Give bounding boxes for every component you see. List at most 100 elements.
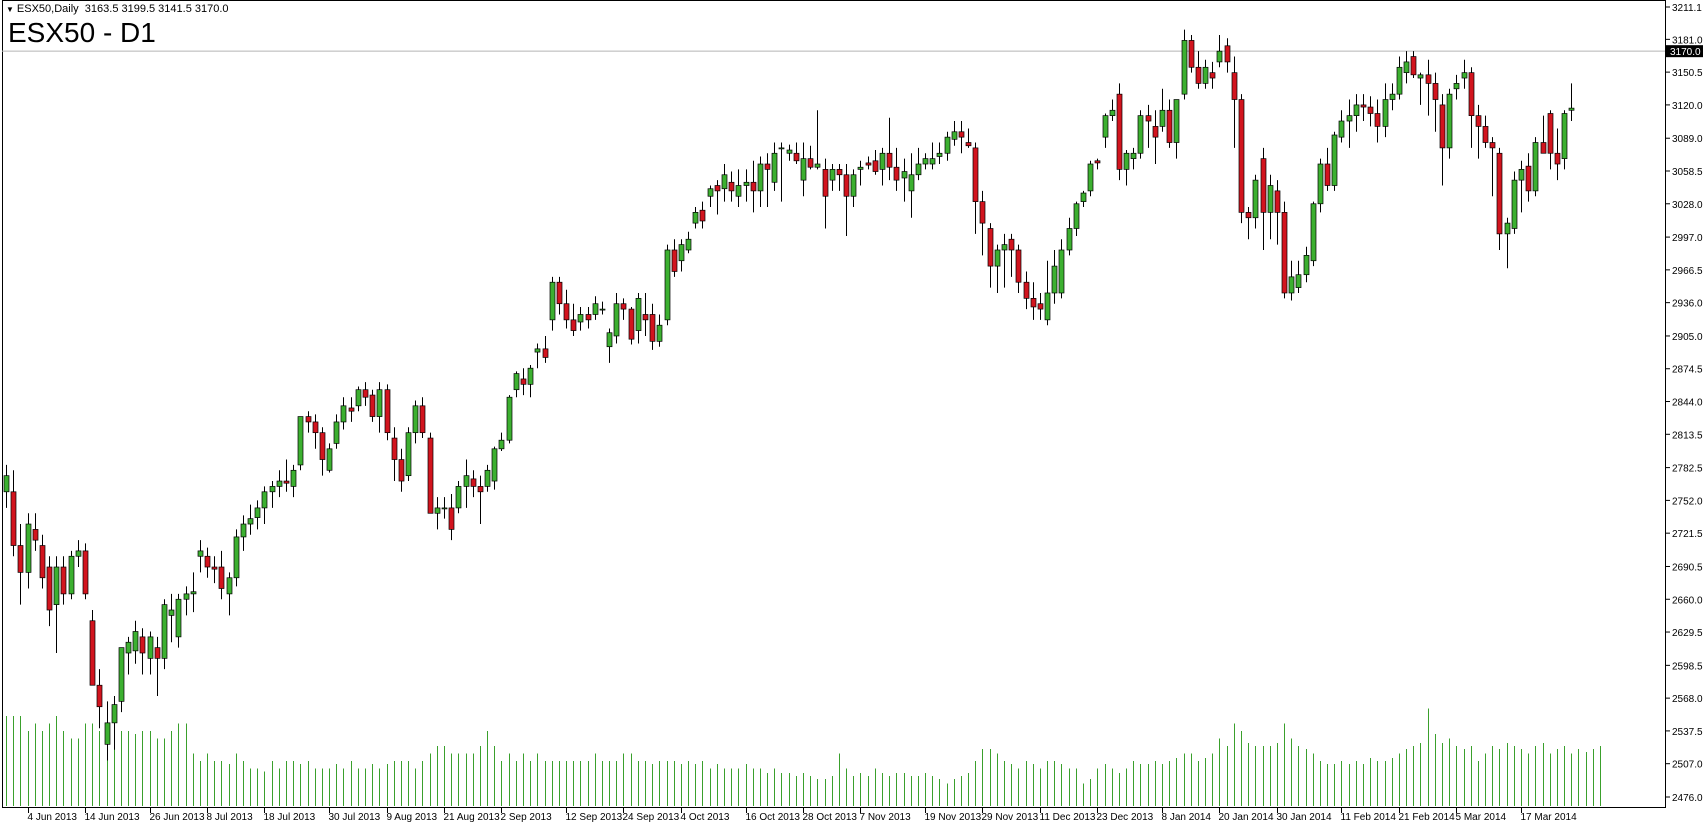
candle-body bbox=[865, 162, 872, 166]
candle-body bbox=[1137, 115, 1144, 154]
candle-body bbox=[1037, 303, 1044, 310]
candle bbox=[1532, 137, 1539, 197]
candle bbox=[1561, 110, 1568, 170]
candle bbox=[1274, 180, 1281, 245]
candle-body bbox=[735, 185, 742, 197]
candle-body bbox=[814, 163, 821, 168]
candle bbox=[664, 244, 671, 326]
candle-body bbox=[1188, 40, 1195, 68]
candle bbox=[778, 142, 785, 202]
candle-body bbox=[1360, 104, 1367, 108]
candle bbox=[1310, 201, 1317, 267]
candle bbox=[1367, 96, 1374, 127]
price-axis-label: 2844.0 bbox=[1672, 398, 1703, 409]
candle-body bbox=[1295, 274, 1302, 288]
triangle-down-icon[interactable]: ▼ bbox=[6, 5, 14, 14]
candle bbox=[412, 400, 419, 444]
candle bbox=[685, 231, 692, 254]
candle bbox=[154, 636, 161, 696]
price-axis-label: 3211.1 bbox=[1672, 3, 1702, 14]
candle bbox=[1260, 147, 1267, 250]
candle bbox=[326, 443, 333, 473]
candle-body bbox=[592, 303, 599, 315]
price-axis-label: 2537.5 bbox=[1672, 727, 1703, 738]
time-axis-label: 14 Jun 2013 bbox=[85, 812, 140, 823]
candle-body bbox=[872, 160, 879, 172]
candle bbox=[369, 389, 376, 422]
candle-body bbox=[448, 507, 455, 530]
candle bbox=[1252, 174, 1259, 229]
candle-body bbox=[664, 249, 671, 321]
candle-body bbox=[89, 620, 96, 686]
candle bbox=[1518, 160, 1525, 213]
candle-body bbox=[1267, 185, 1274, 213]
candle bbox=[1145, 104, 1152, 148]
candle-body bbox=[305, 416, 312, 423]
candle bbox=[620, 298, 627, 320]
candle bbox=[161, 599, 168, 670]
candle bbox=[283, 459, 290, 492]
candle-body bbox=[1023, 281, 1030, 299]
candle bbox=[10, 470, 17, 557]
candle bbox=[53, 556, 60, 653]
candle bbox=[707, 185, 714, 207]
candle-body bbox=[1338, 120, 1345, 138]
candle bbox=[1224, 38, 1231, 73]
candle bbox=[1181, 29, 1188, 100]
candle bbox=[649, 303, 656, 350]
candle bbox=[549, 276, 556, 331]
candle-body bbox=[226, 577, 233, 595]
candle-body bbox=[1030, 297, 1037, 308]
candle-body bbox=[111, 704, 118, 724]
candle bbox=[1525, 153, 1532, 202]
candle bbox=[441, 497, 448, 519]
candle bbox=[448, 493, 455, 541]
candle bbox=[843, 164, 850, 237]
candle bbox=[276, 470, 283, 498]
candle bbox=[68, 550, 75, 600]
candle bbox=[692, 206, 699, 229]
candle-body bbox=[3, 475, 10, 493]
candle-body bbox=[1001, 244, 1008, 251]
candle-body bbox=[269, 486, 276, 493]
candle bbox=[1216, 35, 1223, 68]
candle-body bbox=[1216, 50, 1223, 63]
candle-body bbox=[620, 303, 627, 310]
candle bbox=[1051, 249, 1058, 304]
candle bbox=[793, 142, 800, 165]
candle-body bbox=[10, 491, 17, 546]
candle bbox=[3, 464, 10, 508]
candle bbox=[735, 169, 742, 207]
candle bbox=[1303, 246, 1310, 283]
candle-body bbox=[68, 555, 75, 595]
candle-body bbox=[1260, 158, 1267, 213]
candle-body bbox=[1532, 142, 1539, 192]
candle bbox=[527, 364, 534, 398]
candle-body bbox=[1367, 106, 1374, 114]
candle-body bbox=[319, 432, 326, 460]
candle-body bbox=[1252, 179, 1259, 219]
candle-body bbox=[376, 389, 383, 417]
candle-body bbox=[233, 536, 240, 579]
candle bbox=[175, 593, 182, 648]
candle-body bbox=[161, 604, 168, 659]
candle-body bbox=[757, 163, 764, 192]
candle-body bbox=[1461, 72, 1468, 79]
candle bbox=[901, 158, 908, 202]
candle bbox=[125, 636, 132, 675]
candle-body bbox=[1094, 160, 1101, 164]
candle bbox=[728, 171, 735, 202]
candle-body bbox=[1008, 238, 1015, 251]
candle-body bbox=[1475, 115, 1482, 127]
price-axis-label: 2629.5 bbox=[1672, 628, 1703, 639]
candle-body bbox=[778, 147, 785, 150]
candle bbox=[1123, 150, 1130, 186]
candle-body bbox=[958, 131, 965, 138]
candle-body bbox=[175, 598, 182, 638]
candle bbox=[721, 164, 728, 202]
candle bbox=[699, 201, 706, 229]
candles bbox=[3, 29, 1575, 761]
candle bbox=[491, 446, 498, 490]
candle bbox=[1353, 94, 1360, 132]
candle-body bbox=[563, 303, 570, 321]
